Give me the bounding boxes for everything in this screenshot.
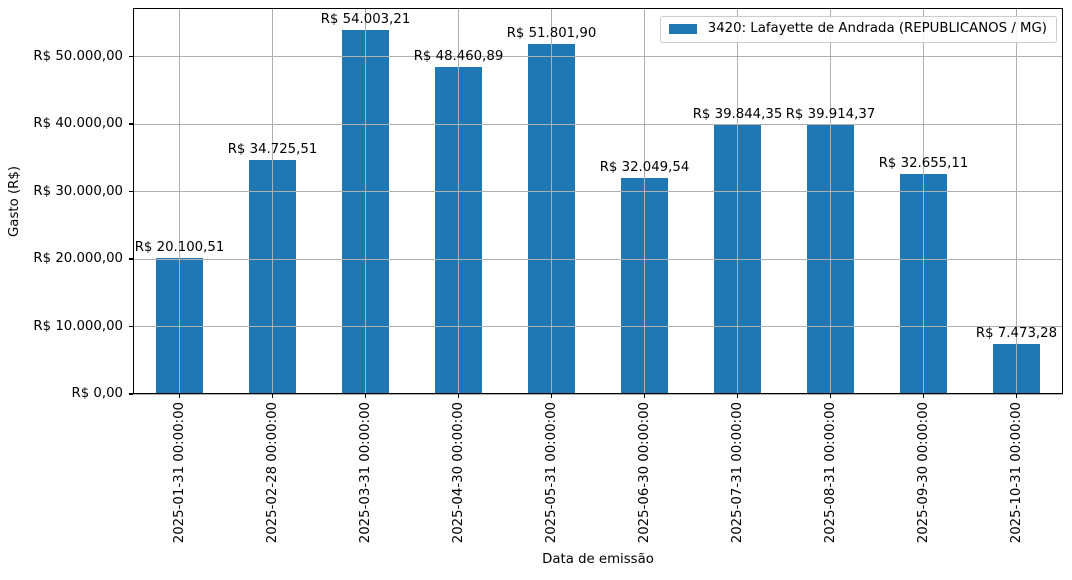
x-tick bbox=[1015, 394, 1018, 398]
y-tick-label: R$ 20.000,00 bbox=[33, 251, 123, 266]
x-tick bbox=[829, 394, 832, 398]
bar-value-label: R$ 34.725,51 bbox=[227, 141, 318, 157]
bar-value-label: R$ 20.100,51 bbox=[134, 240, 225, 256]
y-axis-label: Gasto (R$) bbox=[7, 165, 22, 237]
x-tick bbox=[550, 394, 553, 398]
x-tick bbox=[271, 394, 274, 398]
gridline-horizontal bbox=[133, 123, 1063, 125]
legend-swatch-icon bbox=[668, 24, 697, 34]
y-tick bbox=[129, 123, 133, 125]
gridline-vertical bbox=[830, 8, 831, 394]
y-tick-label: R$ 40.000,00 bbox=[33, 116, 123, 131]
y-tick bbox=[129, 190, 133, 193]
bar-value-label: R$ 39.844,35 bbox=[692, 107, 783, 122]
x-tick-label: 2025-07-31 00:00:00 bbox=[729, 402, 745, 544]
gridline-vertical bbox=[644, 8, 645, 394]
bar-value-label: R$ 32.655,11 bbox=[878, 155, 969, 171]
y-tick-label: R$ 10.000,00 bbox=[33, 318, 123, 334]
x-tick-label: 2025-03-31 00:00:00 bbox=[357, 402, 373, 544]
x-tick-label: 2025-02-28 00:00:00 bbox=[264, 402, 280, 544]
x-tick-label: 2025-09-30 00:00:00 bbox=[915, 402, 931, 544]
gridline-vertical bbox=[272, 8, 273, 394]
y-tick bbox=[129, 55, 133, 58]
bar-value-label: R$ 54.003,21 bbox=[320, 11, 411, 27]
x-tick bbox=[364, 394, 367, 398]
gridline-horizontal bbox=[133, 393, 1063, 395]
x-axis-label: Data de emissão bbox=[542, 552, 654, 567]
x-tick bbox=[736, 394, 739, 398]
bar-value-label: R$ 32.049,54 bbox=[599, 159, 690, 175]
gridline-vertical bbox=[551, 8, 552, 394]
x-tick-label: 2025-08-31 00:00:00 bbox=[822, 402, 838, 544]
x-tick-label: 2025-10-31 00:00:00 bbox=[1008, 402, 1024, 544]
gridline-horizontal bbox=[133, 326, 1063, 327]
x-tick-label: 2025-05-31 00:00:00 bbox=[543, 402, 559, 544]
gridline-vertical bbox=[458, 8, 459, 394]
legend-label: 3420: Lafayette de Andrada (REPUBLICANOS… bbox=[707, 21, 1047, 36]
gridline-vertical bbox=[923, 8, 924, 394]
gridline-horizontal bbox=[133, 191, 1063, 192]
bar-value-label: R$ 48.460,89 bbox=[413, 48, 504, 64]
x-tick bbox=[178, 394, 181, 398]
y-tick-label: R$ 30.000,00 bbox=[33, 183, 123, 199]
gridline-vertical bbox=[1016, 8, 1017, 394]
bar-value-label: R$ 39.914,37 bbox=[785, 106, 876, 122]
y-tick bbox=[129, 258, 133, 260]
y-tick bbox=[129, 325, 133, 328]
bar-value-label: R$ 7.473,28 bbox=[975, 325, 1058, 341]
x-tick-label: 2025-04-30 00:00:00 bbox=[450, 402, 466, 544]
x-tick bbox=[922, 394, 925, 398]
y-tick bbox=[129, 393, 133, 395]
bar-value-label: R$ 51.801,90 bbox=[506, 26, 597, 42]
gridline-horizontal bbox=[133, 258, 1063, 260]
x-tick-label: 2025-01-31 00:00:00 bbox=[171, 402, 187, 544]
x-tick bbox=[643, 394, 646, 398]
gridline-vertical bbox=[737, 8, 738, 394]
gridline-horizontal bbox=[133, 56, 1063, 57]
x-tick bbox=[457, 394, 460, 398]
gridline-vertical bbox=[179, 8, 180, 394]
y-tick-label: R$ 50.000,00 bbox=[33, 48, 123, 64]
gridline-vertical bbox=[365, 8, 366, 394]
y-tick-label: R$ 0,00 bbox=[71, 386, 123, 401]
x-tick-label: 2025-06-30 00:00:00 bbox=[636, 402, 652, 544]
legend: 3420: Lafayette de Andrada (REPUBLICANOS… bbox=[659, 16, 1057, 43]
